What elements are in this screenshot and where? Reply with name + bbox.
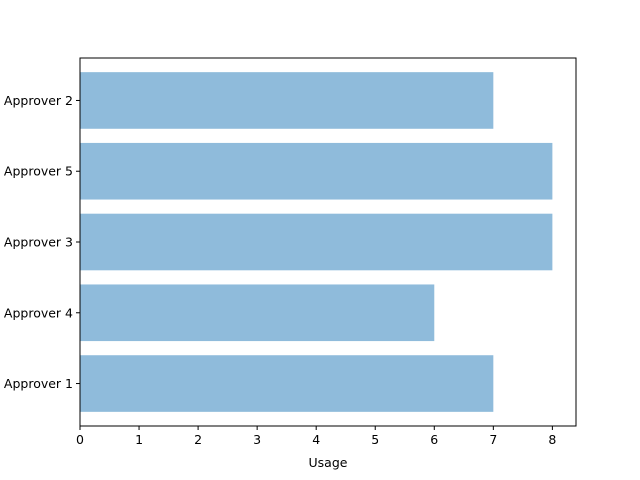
x-tick-label: 5 — [371, 432, 379, 447]
x-tick-label: 3 — [253, 432, 261, 447]
y-tick-label-approver-5: Approver 5 — [4, 164, 73, 179]
bar-approver-1 — [80, 355, 494, 412]
bar-approver-3 — [80, 213, 553, 271]
x-tick-label: 4 — [312, 432, 320, 447]
x-tick-label: 0 — [76, 432, 84, 447]
x-tick-label: 2 — [194, 432, 202, 447]
x-tick-label: 6 — [430, 432, 438, 447]
x-tick-label: 8 — [548, 432, 556, 447]
bar-approver-4 — [80, 284, 435, 342]
x-tick-label: 7 — [489, 432, 497, 447]
x-axis: 0 1 2 3 4 5 6 7 8 — [76, 426, 556, 447]
x-tick-label: 1 — [135, 432, 143, 447]
y-tick-label-approver-1: Approver 1 — [4, 376, 73, 391]
y-axis: Approver 1 Approver 4 Approver 3 Approver 5… — [4, 93, 80, 391]
bar-approver-5 — [80, 142, 553, 200]
y-tick-label-approver-2: Approver 2 — [4, 93, 73, 108]
y-tick-label-approver-3: Approver 3 — [4, 235, 73, 250]
bars-group — [80, 72, 553, 412]
x-axis-title: Usage — [309, 455, 348, 470]
y-tick-label-approver-4: Approver 4 — [4, 305, 73, 320]
bar-approver-2 — [80, 72, 494, 129]
